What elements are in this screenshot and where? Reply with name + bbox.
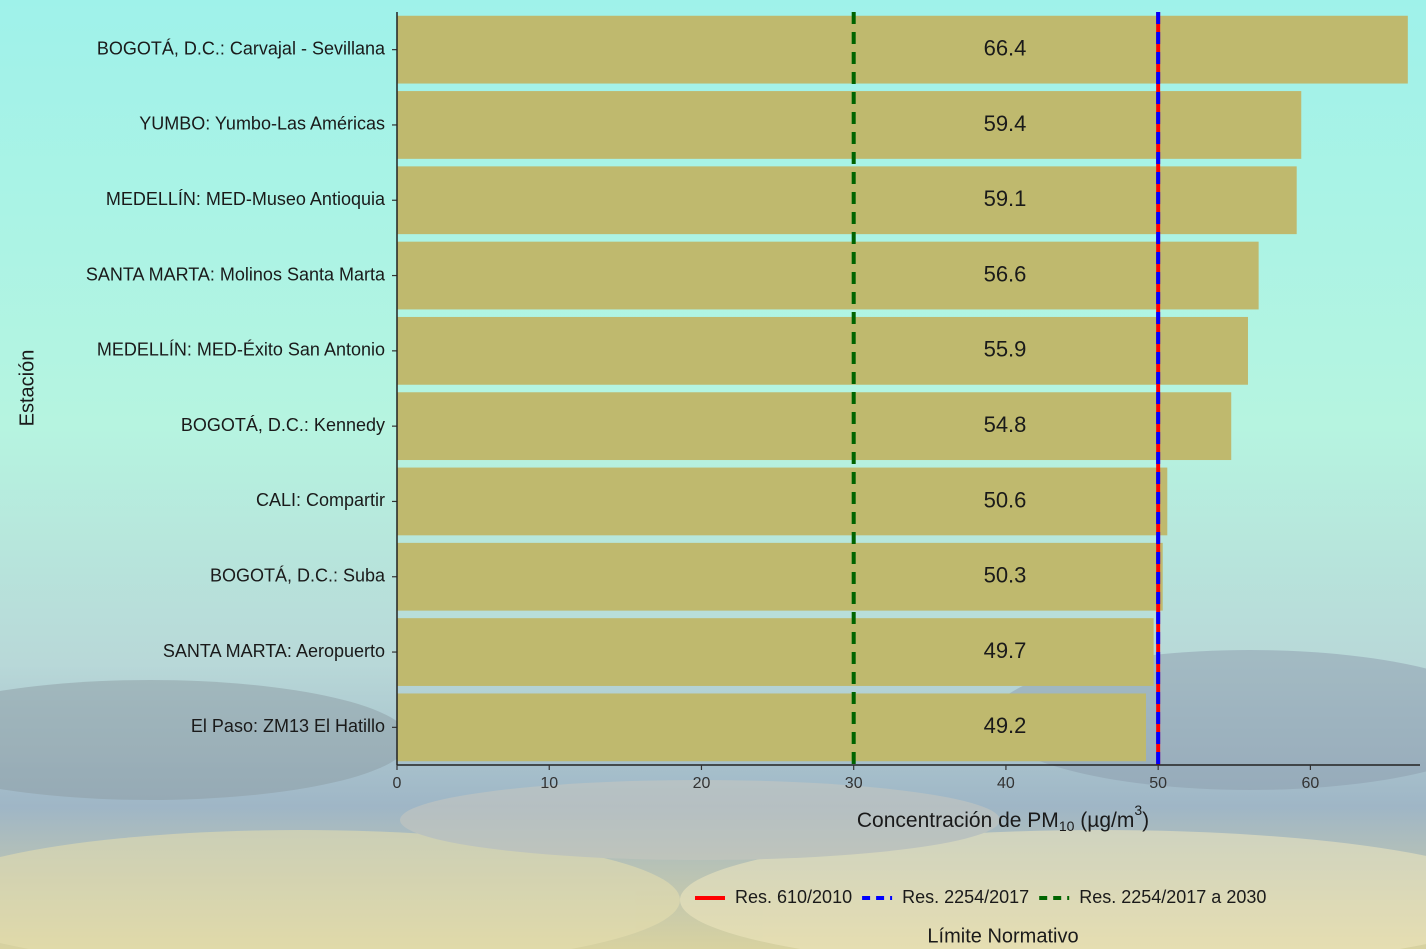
bar (397, 166, 1297, 235)
x-axis-label-part: (µg/m (1074, 809, 1134, 832)
bar (397, 467, 1168, 536)
x-axis-label-part: Concentración de PM (857, 809, 1059, 832)
bar (397, 693, 1146, 762)
y-tick-label: CALI: Compartir (256, 490, 385, 510)
value-label: 55.9 (984, 337, 1027, 362)
bar (397, 241, 1259, 310)
bar (397, 618, 1154, 686)
bar (397, 316, 1248, 385)
value-label: 49.2 (984, 713, 1027, 738)
value-label: 59.4 (984, 111, 1027, 136)
y-tick-label: MEDELLÍN: MED-Museo Antioquia (106, 189, 386, 209)
x-tick-label: 40 (997, 775, 1015, 792)
legend-label: Res. 2254/2017 (902, 887, 1029, 907)
value-label: 66.4 (984, 35, 1027, 60)
x-tick-label: 50 (1149, 775, 1167, 792)
y-tick-label: SANTA MARTA: Molinos Santa Marta (86, 264, 386, 284)
bar (397, 392, 1232, 461)
value-label: 56.6 (984, 261, 1027, 286)
x-axis-label-part: 3 (1134, 802, 1142, 818)
x-axis-label-part: 10 (1059, 818, 1075, 834)
value-label: 54.8 (984, 412, 1027, 437)
value-label: 49.7 (984, 638, 1027, 663)
y-tick-label: MEDELLÍN: MED-Éxito San Antonio (97, 340, 385, 360)
y-tick-label: SANTA MARTA: Aeropuerto (163, 641, 385, 661)
value-label: 50.6 (984, 487, 1027, 512)
bar (397, 15, 1408, 84)
x-tick-label: 30 (845, 775, 863, 792)
value-label: 50.3 (984, 563, 1027, 588)
y-tick-label: El Paso: ZM13 El Hatillo (191, 716, 385, 736)
legend-label: Res. 2254/2017 a 2030 (1079, 887, 1266, 907)
x-axis-label-part: ) (1142, 809, 1149, 832)
y-tick-label: BOGOTÁ, D.C.: Carvajal - Sevillana (97, 38, 386, 58)
x-axis-label: Concentración de PM10 (µg/m3) (857, 802, 1149, 834)
y-tick-label: YUMBO: Yumbo-Las Américas (139, 114, 385, 134)
y-axis-label: Estación (16, 350, 38, 427)
x-tick-label: 10 (540, 775, 558, 792)
y-tick-label: BOGOTÁ, D.C.: Kennedy (181, 415, 385, 435)
bar (397, 91, 1302, 159)
x-tick-label: 0 (393, 775, 402, 792)
legend-label: Res. 610/2010 (735, 887, 852, 907)
bar (397, 542, 1163, 611)
value-label: 59.1 (984, 186, 1027, 211)
legend-title: Límite Normativo (927, 925, 1078, 947)
x-tick-label: 20 (693, 775, 711, 792)
x-tick-label: 60 (1301, 775, 1319, 792)
y-tick-label: BOGOTÁ, D.C.: Suba (210, 566, 386, 586)
